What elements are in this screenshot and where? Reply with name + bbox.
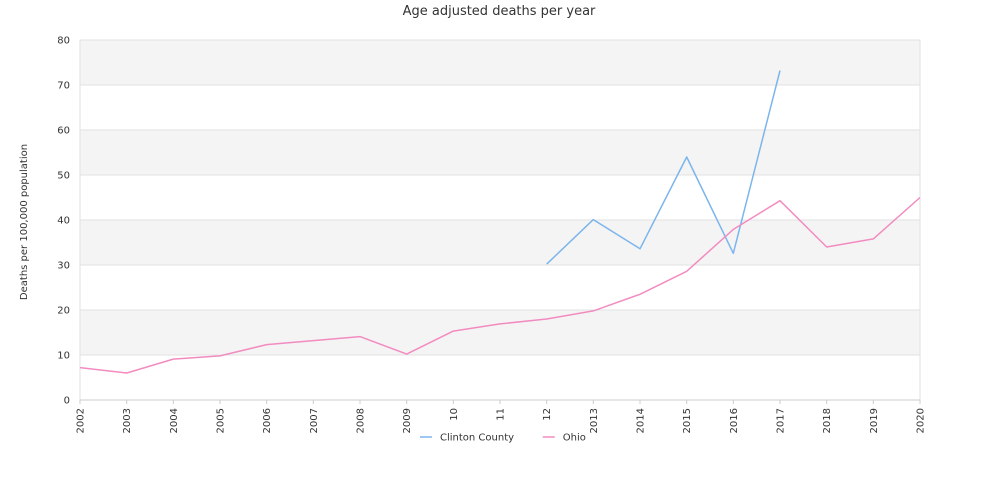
x-tick-label: 2003 — [122, 408, 133, 433]
x-tick-label: 2020 — [916, 408, 927, 433]
series-line — [546, 70, 781, 265]
x-tick-label: 2002 — [76, 408, 87, 433]
plot-band — [80, 175, 920, 220]
plot-band — [80, 220, 920, 265]
y-tick-label: 10 — [57, 351, 70, 362]
y-tick-label: 70 — [57, 81, 70, 92]
x-tick-label: 2005 — [216, 408, 227, 433]
x-tick-label: 2004 — [169, 408, 180, 433]
y-tick-label: 30 — [57, 261, 70, 272]
x-tick-label: 2018 — [822, 408, 833, 433]
legend-item-label: Clinton County — [440, 433, 514, 444]
x-tick-label: 2017 — [776, 408, 787, 433]
plot-band — [80, 265, 920, 310]
x-tick-label: 10 — [449, 408, 460, 421]
x-tick-label: 2009 — [402, 408, 413, 433]
x-tick-label: 2007 — [309, 408, 320, 433]
y-axis-label: Deaths per 100,000 population — [19, 144, 30, 300]
plot-band — [80, 40, 920, 85]
series-lines — [79, 70, 921, 374]
y-tick-label: 0 — [64, 396, 70, 407]
legend: Clinton County Ohio — [420, 433, 586, 444]
y-tick-label: 50 — [57, 171, 70, 182]
x-tick-label: 11 — [496, 408, 507, 421]
x-tick-label: 2014 — [636, 408, 647, 433]
plot-band — [80, 355, 920, 400]
legend-item-label: Ohio — [563, 433, 586, 444]
x-axis-ticks: 2002 2003 2004 2005 2006 2007 2008 2009 10 11 12 20… — [76, 400, 927, 433]
plot-band — [80, 310, 920, 355]
y-tick-label: 60 — [57, 126, 70, 137]
plot-band — [80, 85, 920, 130]
plot-bands — [80, 40, 920, 400]
x-tick-label: 2008 — [356, 408, 367, 433]
chart-title: Age adjusted deaths per year — [403, 4, 596, 19]
series-line — [79, 196, 921, 374]
y-tick-label: 80 — [57, 36, 70, 47]
y-axis-ticks: 0 10 20 30 40 50 60 70 80 — [57, 36, 70, 407]
y-tick-label: 20 — [57, 306, 70, 317]
x-tick-label: 2015 — [682, 408, 693, 433]
plot-band — [80, 130, 920, 175]
x-tick-label: 2006 — [262, 408, 273, 433]
x-tick-label: 2019 — [869, 408, 880, 433]
x-tick-label: 2013 — [589, 408, 600, 433]
y-tick-label: 40 — [57, 216, 70, 227]
x-tick-label: 2016 — [729, 408, 740, 433]
x-tick-label: 12 — [542, 408, 553, 421]
